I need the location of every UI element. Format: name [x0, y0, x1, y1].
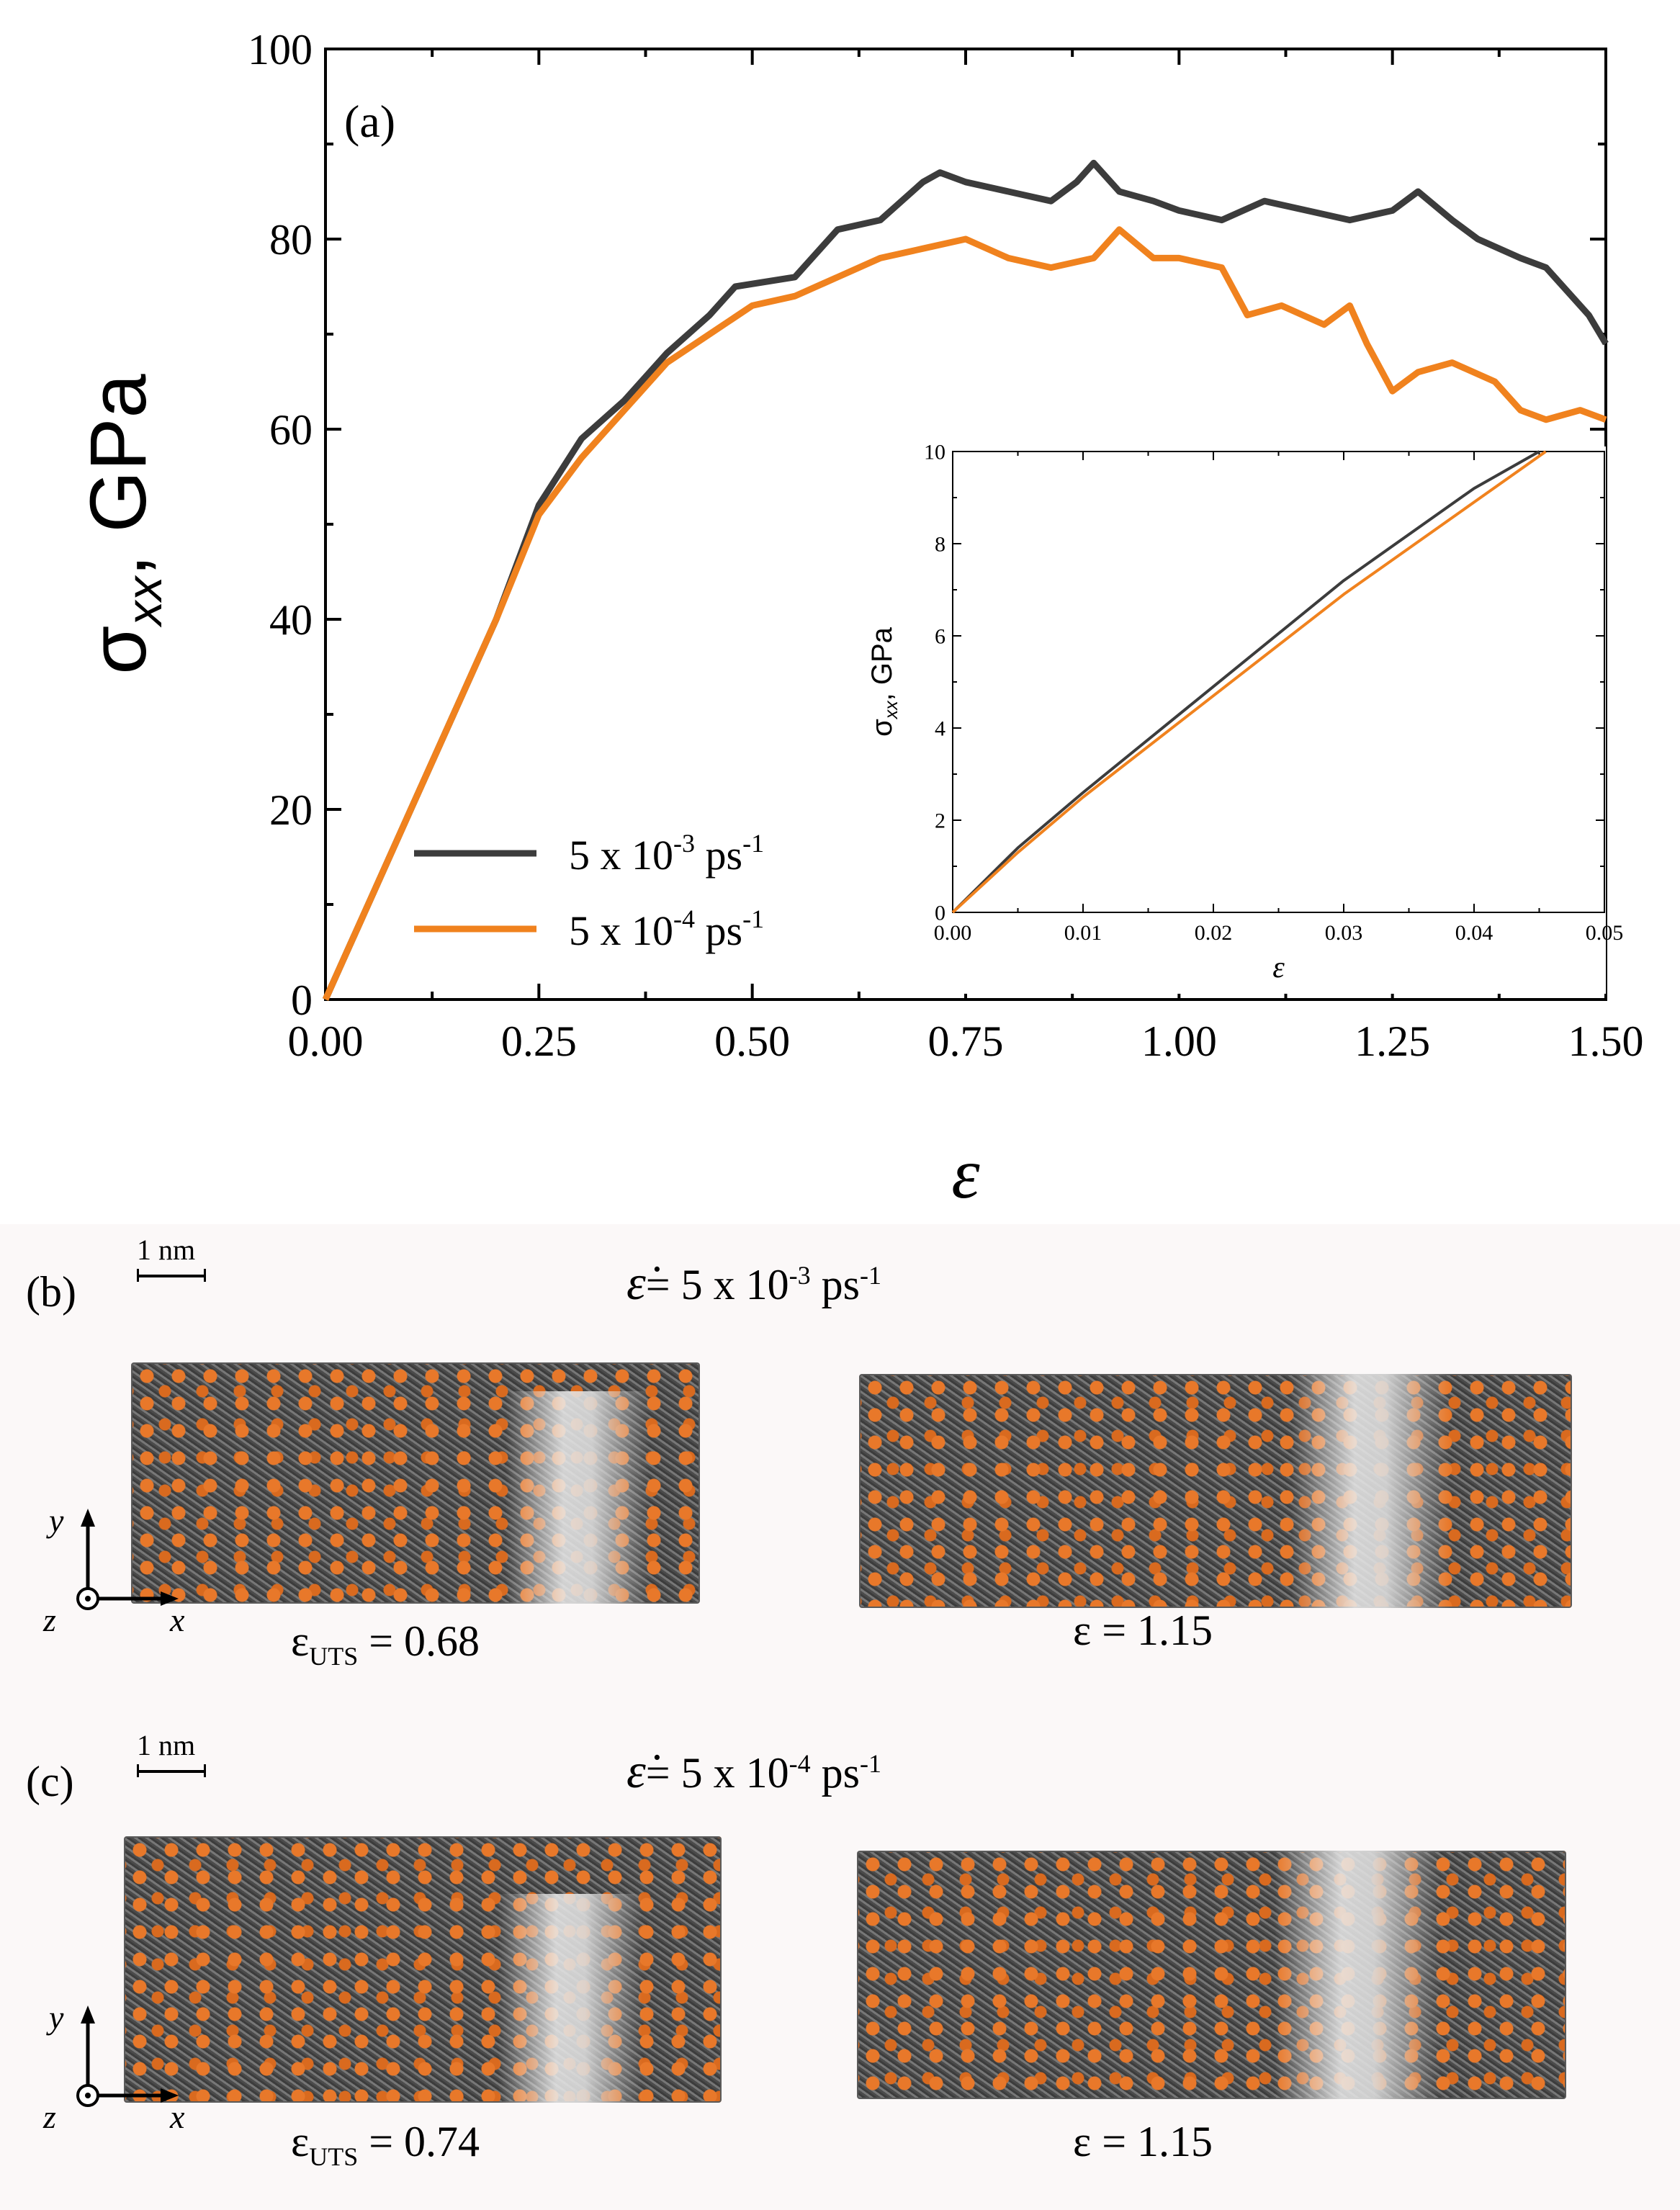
axes-arrows	[76, 2005, 179, 2107]
x-tick-label: 0.02	[1195, 921, 1233, 945]
strain-value: = 0.68	[358, 1617, 480, 1665]
void-region	[1275, 1851, 1440, 2099]
strain-symbol: ε	[291, 1617, 310, 1665]
y-axis-label: y	[49, 1502, 64, 1539]
z-axis-label: z	[43, 2098, 56, 2135]
strain-value: = 0.74	[358, 2118, 480, 2165]
panel-a-label: (a)	[344, 96, 395, 147]
x-tick-label: 0.01	[1064, 921, 1102, 945]
y-tick-label: 6	[935, 625, 945, 649]
axes-indicator-b: y z x	[43, 1494, 187, 1638]
x-tick-label: 1.00	[1141, 1018, 1217, 1065]
snapshot-b-final	[859, 1374, 1572, 1608]
inset-background	[915, 446, 1606, 994]
y-tick-label: 4	[935, 717, 945, 741]
x-tick-label: 0.03	[1325, 921, 1363, 945]
strain-label-c-final: ε = 1.15	[1073, 2118, 1213, 2165]
scale-bar-label: 1 nm	[137, 1729, 196, 1761]
y-tick-label: 60	[269, 406, 313, 454]
scale-bar-line	[137, 1764, 206, 1777]
rate-value: = 5 x 10	[645, 1749, 789, 1797]
axes-arrows	[76, 1509, 179, 1610]
y-axis-title: σxx, GPa	[866, 626, 902, 737]
y-tick-label: 100	[248, 26, 313, 73]
strain-rate-symbol: ε̇	[626, 1255, 646, 1310]
scale-bar-b: 1 nm	[137, 1233, 206, 1282]
panel-c-label: (c)	[26, 1758, 74, 1805]
rate-unit-exponent: -1	[860, 1261, 881, 1290]
y-axis-title: σxx, GPa	[74, 374, 172, 675]
strain-subscript: UTS	[309, 2142, 359, 2171]
y-tick-label: 10	[924, 441, 945, 464]
series-line-2	[322, 226, 1607, 1001]
rate-unit: ps	[810, 1749, 860, 1797]
strain-label-c-uts: εUTS = 0.74	[291, 2117, 480, 2172]
x-tick-label: 0.00	[934, 921, 972, 945]
y-tick-label: 0	[935, 902, 945, 925]
scale-bar-line	[137, 1269, 206, 1282]
snapshot-c-uts	[124, 1836, 722, 2103]
y-tick-label: 20	[269, 786, 313, 834]
strain-subscript: UTS	[309, 1642, 359, 1671]
legend-label: 5 x 10-3 ps-1	[569, 829, 764, 879]
y-tick-label: 40	[269, 596, 313, 644]
x-tick-label: 0.00	[288, 1018, 364, 1065]
inset-plot: 0 2 4 6 8 10 0.00 0.01 0.02 0.03 0.04 0.05 ε σxx, GPa	[866, 441, 1623, 994]
x-tick-label: 0.75	[928, 1018, 1004, 1065]
x-axis-title: ε	[1272, 951, 1285, 984]
series-line-1	[951, 450, 1540, 914]
x-tick-label: 0.04	[1455, 921, 1493, 945]
y-tick-label: 2	[935, 809, 945, 833]
x-tick-label: 0.05	[1586, 921, 1624, 945]
strain-label-b-final: ε = 1.15	[1073, 1607, 1213, 1654]
void-region	[506, 1391, 650, 1604]
strain-rate-b: ε̇= 5 x 10-3 ps-1	[626, 1254, 881, 1311]
y-tick-label: 8	[935, 533, 945, 557]
strain-rate-c: ε̇= 5 x 10-4 ps-1	[626, 1743, 881, 1800]
strain-symbol: ε	[291, 2118, 310, 2165]
void-region	[498, 1894, 642, 2103]
x-tick-label: 1.25	[1355, 1018, 1430, 1065]
snapshot-b-uts	[131, 1362, 700, 1604]
z-axis-label: z	[43, 1602, 56, 1638]
x-tick-label: 1.50	[1568, 1018, 1644, 1065]
x-axis-label: x	[170, 1602, 185, 1638]
strain-label-b-uts: εUTS = 0.68	[291, 1617, 480, 1671]
snapshot-section: (b) 1 nm ε̇= 5 x 10-3 ps-1 y z x εUTS = …	[0, 1224, 1680, 2210]
void-region	[1291, 1374, 1450, 1608]
series-line-1	[322, 159, 1609, 1001]
scale-bar-c: 1 nm	[137, 1728, 206, 1777]
y-tick-label: 80	[269, 216, 313, 264]
rate-unit: ps	[810, 1261, 860, 1308]
rate-exponent: -3	[789, 1261, 811, 1290]
rate-unit-exponent: -1	[860, 1749, 881, 1778]
rate-exponent: -4	[789, 1749, 811, 1778]
rate-value: = 5 x 10	[645, 1261, 789, 1308]
series-line-2	[951, 450, 1547, 914]
scale-bar-label: 1 nm	[137, 1234, 196, 1266]
panel-b-label: (b)	[26, 1268, 76, 1316]
axes-indicator-c: y z x	[43, 1991, 187, 2135]
x-axis-label: x	[170, 2098, 185, 2135]
strain-rate-symbol: ε̇	[626, 1743, 646, 1798]
x-axis-title: ε	[951, 1133, 980, 1213]
x-tick-label: 0.25	[501, 1018, 577, 1065]
x-tick-label: 0.50	[714, 1018, 790, 1065]
y-axis-label: y	[49, 1999, 64, 2036]
snapshot-c-final	[857, 1851, 1566, 2099]
legend-label: 5 x 10-4 ps-1	[569, 904, 764, 954]
y-tick-label: 0	[291, 976, 313, 1024]
